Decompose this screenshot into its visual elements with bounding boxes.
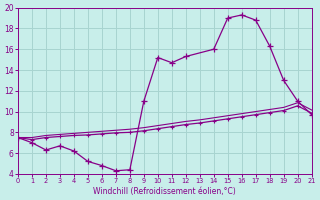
X-axis label: Windchill (Refroidissement éolien,°C): Windchill (Refroidissement éolien,°C) xyxy=(93,187,236,196)
